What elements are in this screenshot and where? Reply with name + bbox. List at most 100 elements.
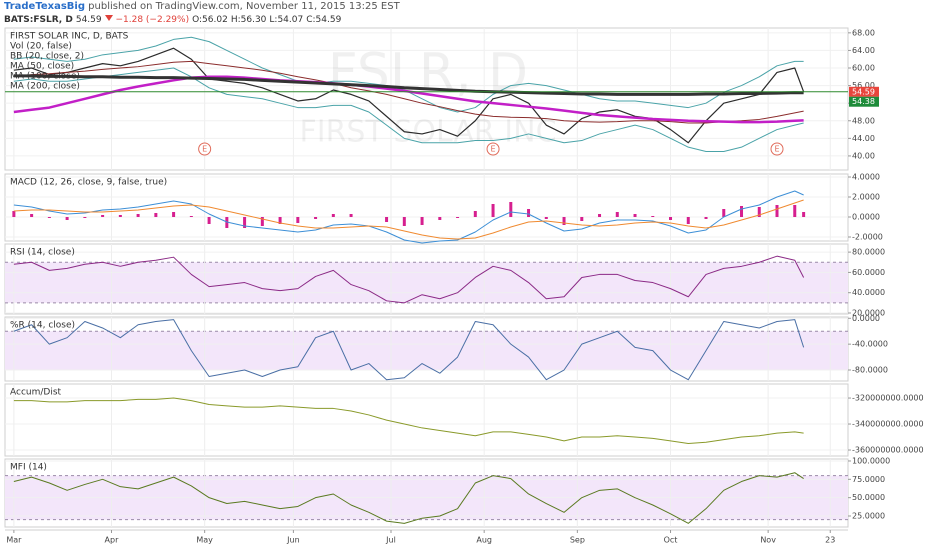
- histogram-bar: [260, 217, 264, 226]
- publisher[interactable]: TradeTexasBig: [4, 1, 85, 12]
- pane-title: RSI (14, close): [10, 248, 75, 258]
- y-tick-label: 2.0000: [852, 193, 880, 202]
- histogram-bar: [12, 211, 16, 217]
- histogram-bar: [651, 216, 655, 217]
- histogram-bar: [580, 217, 584, 221]
- pane-title: %R (14, close): [10, 321, 75, 331]
- change: −1.28 (−2.29%): [115, 15, 190, 25]
- y-tick-label: 0.0000: [852, 314, 880, 323]
- histogram-bar: [544, 217, 548, 219]
- histogram-bar: [83, 217, 87, 218]
- y-tick-label: 75.0000: [852, 475, 885, 484]
- y-tick-label: -340000000.0000: [852, 420, 924, 429]
- band-lower: [13, 67, 804, 153]
- histogram-bar: [136, 214, 140, 217]
- histogram-bar: [509, 202, 513, 217]
- y-tick-label: 4.0000: [852, 173, 880, 182]
- price-tag: [849, 86, 879, 97]
- x-tick-label: Apr: [105, 536, 120, 545]
- y-tick-label: -2.0000: [852, 233, 883, 242]
- x-tick-label: Jul: [385, 536, 396, 545]
- histogram-bar: [686, 217, 690, 224]
- y-tick-label: 20.0000: [852, 308, 885, 317]
- histogram-bar: [118, 215, 122, 217]
- histogram-bar: [172, 212, 176, 217]
- x-tick-label: Mar: [6, 536, 22, 545]
- histogram-bar: [65, 217, 69, 220]
- histogram-bar: [615, 212, 619, 217]
- y-tick-label: 64.00: [852, 46, 875, 55]
- pane-title: MFI (14): [10, 463, 47, 473]
- x-tick-label: Sep: [570, 536, 585, 545]
- series-line: [13, 74, 804, 96]
- histogram-bar: [189, 216, 193, 217]
- published-text: published on TradingView.com, November 1…: [88, 1, 400, 12]
- histogram-bar: [722, 209, 726, 217]
- legend-entry: Vol (20, false): [10, 42, 72, 52]
- x-tick-label: Jun: [286, 536, 300, 545]
- series-line: [13, 255, 805, 304]
- y-tick-label: -40.0000: [852, 340, 888, 349]
- histogram-bar: [802, 212, 806, 217]
- histogram-bar: [598, 214, 602, 217]
- close: C:54.59: [306, 15, 342, 25]
- histogram-bar: [30, 214, 34, 217]
- pane-title: FIRST SOLAR INC, D, BATS: [10, 32, 129, 42]
- histogram-bar: [296, 217, 300, 223]
- histogram-bar: [527, 209, 531, 217]
- price-tag: [849, 96, 879, 107]
- histogram-bar: [562, 217, 566, 225]
- y-tick-label: 80.0000: [852, 248, 885, 257]
- y-tick-label: 0.0000: [852, 213, 880, 222]
- pane-frame: [4, 27, 849, 171]
- series-line: [13, 47, 805, 144]
- series-line: [13, 319, 805, 381]
- series-line: [13, 190, 804, 244]
- y-tick-label: 68.00: [852, 28, 875, 37]
- low: L:54.07: [269, 15, 304, 25]
- histogram-bar: [491, 204, 495, 217]
- pane-frame: [4, 173, 849, 242]
- event-label: E: [491, 145, 496, 154]
- event-marker: [486, 142, 500, 156]
- symbol: BATS:FSLR, D: [4, 15, 73, 25]
- event-label: E: [774, 145, 779, 154]
- histogram-bar: [47, 217, 51, 218]
- legend-entry: MA (200, close): [10, 82, 80, 92]
- y-tick-label: 44.00: [852, 134, 875, 143]
- x-tick-label: May: [196, 536, 213, 545]
- histogram-bar: [154, 213, 158, 217]
- histogram-bar: [243, 217, 247, 228]
- legend-entry: MA (100, close): [10, 72, 80, 82]
- histogram-bar: [420, 217, 424, 225]
- legend-entry: MA (50, close): [10, 62, 74, 72]
- x-tick-label: Oct: [664, 536, 678, 545]
- histogram-bar: [101, 215, 105, 217]
- x-tick-label: Nov: [760, 536, 776, 545]
- histogram-bar: [456, 217, 460, 218]
- x-tick-label: 23: [825, 536, 835, 545]
- quote-line: BATS:FSLR, D 54.59 −1.28 (−2.29%) O:56.02 H…: [4, 14, 344, 25]
- band-upper: [13, 36, 804, 113]
- publish-line: TradeTexasBig published on TradingView.c…: [4, 1, 400, 14]
- event-marker: [198, 142, 212, 156]
- y-tick-label: -80.0000: [852, 366, 888, 375]
- histogram-bar: [207, 217, 211, 224]
- price-tag-label: 54.59: [852, 87, 875, 96]
- histogram-bar: [669, 217, 673, 220]
- series-line: [13, 397, 804, 445]
- histogram-bar: [740, 206, 744, 217]
- down-arrow: [104, 15, 113, 21]
- histogram-bar: [473, 211, 477, 217]
- histogram-bar: [775, 205, 779, 217]
- histogram-bar: [278, 217, 282, 224]
- histogram-bar: [349, 214, 353, 217]
- legend-entry: BB (20, close, 2): [10, 52, 84, 62]
- y-tick-label: 25.0000: [852, 511, 885, 520]
- histogram-bar: [633, 214, 637, 217]
- histogram-bar: [757, 207, 761, 217]
- histogram-bar: [385, 217, 389, 222]
- x-tick-label: Aug: [476, 536, 492, 545]
- histogram-bar: [438, 217, 442, 220]
- histogram-bar: [331, 214, 335, 217]
